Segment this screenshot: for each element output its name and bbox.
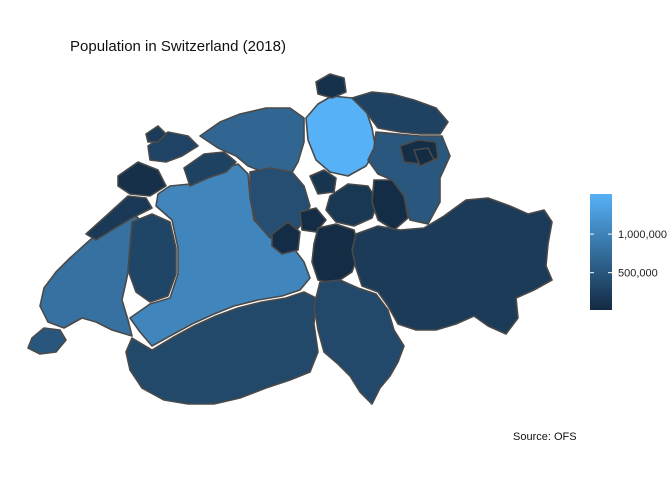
canton-vs[interactable] [125, 291, 319, 405]
legend-tick-label: 500,000 [618, 268, 658, 280]
map-caption: Source: OFS [513, 431, 577, 443]
canton-so[interactable] [183, 151, 237, 187]
canton-ai[interactable] [413, 147, 435, 167]
canton-ge[interactable] [27, 327, 67, 355]
map-title: Population in Switzerland (2018) [70, 38, 286, 55]
canton-lu[interactable] [249, 167, 311, 241]
canton-ag[interactable] [199, 107, 305, 177]
canton-sz[interactable] [325, 183, 379, 227]
legend-tick-label: 1,000,000 [618, 229, 667, 241]
canton-gl[interactable] [371, 179, 409, 231]
canton-nw[interactable] [299, 207, 327, 233]
canton-fr[interactable] [127, 213, 177, 303]
canton-zg[interactable] [309, 169, 337, 195]
canton-bs[interactable] [145, 125, 167, 143]
canton-ur[interactable] [311, 223, 361, 285]
canton-gr[interactable] [351, 197, 553, 335]
canton-vd[interactable] [39, 207, 141, 337]
canton-ju[interactable] [117, 161, 167, 197]
map-legend: 500,000 1,000,000 [590, 194, 667, 310]
canton-sh[interactable] [315, 73, 347, 99]
legend-color-bar [590, 194, 612, 310]
canton-tg[interactable] [351, 91, 449, 135]
canton-ow[interactable] [271, 221, 301, 255]
canton-ti[interactable] [313, 279, 405, 405]
canton-ne[interactable] [85, 195, 153, 241]
cantons-layer [27, 73, 553, 405]
